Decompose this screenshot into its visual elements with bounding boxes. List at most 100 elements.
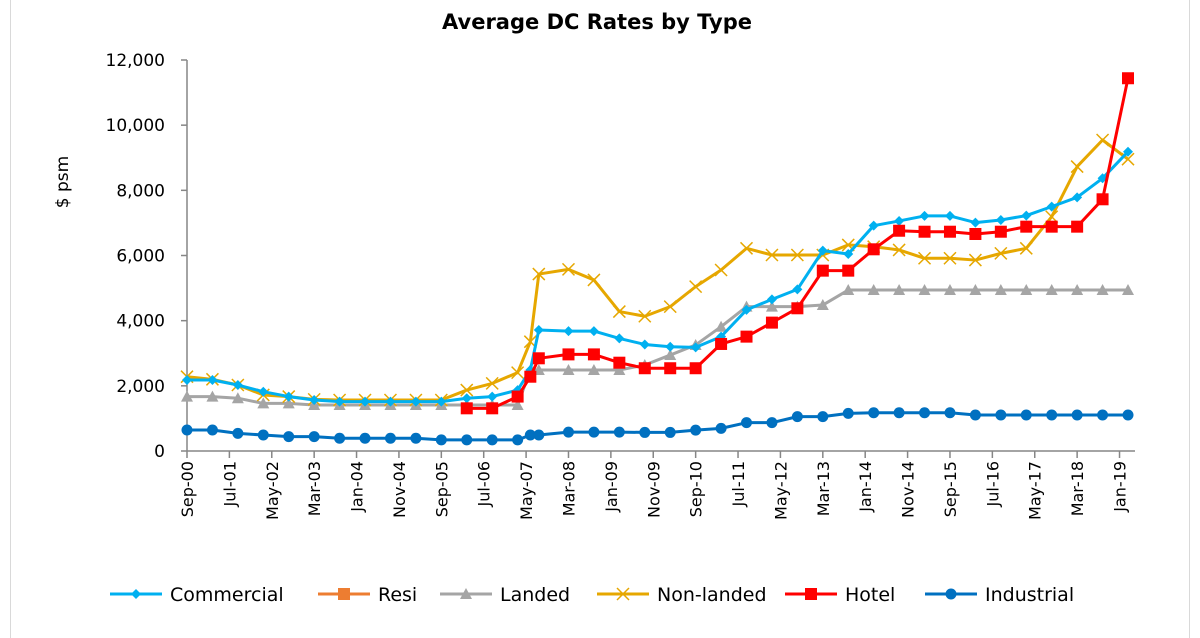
data-point-industrial xyxy=(533,429,545,441)
data-point-hotel xyxy=(867,243,880,256)
data-point-landed xyxy=(206,390,219,402)
data-point-landed xyxy=(1045,284,1058,296)
data-point-landed xyxy=(587,364,600,376)
data-point-non-landed xyxy=(739,241,754,255)
data-point-landed xyxy=(943,284,956,296)
data-point-landed xyxy=(867,284,880,296)
data-point-industrial xyxy=(613,426,625,438)
data-point-industrial xyxy=(359,432,371,444)
data-point-non-landed xyxy=(663,300,677,314)
x-tick-label: Jan-19 xyxy=(1111,461,1130,513)
data-point-commercial xyxy=(1021,210,1032,221)
x-tick-label: May-07 xyxy=(517,461,536,520)
data-point-landed xyxy=(181,390,193,402)
data-point-industrial xyxy=(181,424,193,436)
data-point-non-landed xyxy=(1019,241,1033,255)
series-hotel xyxy=(460,72,1134,415)
data-point-commercial xyxy=(385,396,396,407)
data-point-commercial xyxy=(792,284,803,295)
data-point-hotel xyxy=(689,362,702,375)
legend-marker xyxy=(131,589,141,599)
x-tick-label: Jul-06 xyxy=(475,461,494,507)
data-point-hotel xyxy=(943,225,956,238)
data-point-hotel xyxy=(1071,220,1084,233)
data-point-non-landed xyxy=(638,309,652,323)
data-point-commercial xyxy=(690,342,701,353)
data-point-landed xyxy=(918,284,931,296)
data-point-industrial xyxy=(893,407,905,419)
data-point-non-landed xyxy=(1070,160,1084,174)
x-tick-label: Sep-00 xyxy=(178,461,197,517)
data-point-industrial xyxy=(1071,409,1083,421)
data-point-commercial xyxy=(766,294,777,305)
data-point-industrial xyxy=(690,424,702,436)
data-point-commercial xyxy=(1046,201,1057,212)
data-point-commercial xyxy=(588,326,599,337)
legend-item-resi: Resi xyxy=(318,584,417,606)
data-point-landed xyxy=(1020,284,1033,296)
data-point-commercial xyxy=(741,304,752,315)
data-point-non-landed xyxy=(943,251,957,265)
series-line-landed xyxy=(187,288,1128,407)
data-point-non-landed xyxy=(968,253,982,267)
data-point-commercial xyxy=(665,341,676,352)
y-tick-label: 12,000 xyxy=(106,51,165,71)
data-point-commercial xyxy=(487,391,498,402)
series-line-industrial xyxy=(187,411,1128,442)
data-point-landed xyxy=(1096,284,1109,296)
data-point-industrial xyxy=(283,431,295,443)
x-tick-label: Sep-10 xyxy=(687,461,706,517)
data-point-commercial xyxy=(614,333,625,344)
data-point-hotel xyxy=(969,227,982,240)
x-tick-label: Sep-15 xyxy=(941,461,960,517)
legend-label: Industrial xyxy=(985,584,1074,606)
data-point-non-landed xyxy=(485,376,499,390)
data-point-hotel xyxy=(460,402,473,415)
data-point-commercial xyxy=(533,324,544,335)
legend-item-non-landed: Non-landed xyxy=(597,584,767,606)
data-point-commercial xyxy=(868,220,879,231)
legend-marker xyxy=(338,588,350,600)
data-point-hotel xyxy=(1122,72,1134,85)
series-line-hotel xyxy=(466,77,1130,410)
data-point-landed xyxy=(1071,284,1084,296)
data-point-non-landed xyxy=(790,248,804,262)
y-axis-label: $ psm xyxy=(53,156,73,208)
data-point-industrial xyxy=(562,426,574,438)
data-point-commercial xyxy=(919,210,930,221)
data-point-hotel xyxy=(893,224,906,237)
x-tick-label: Jul-11 xyxy=(729,461,748,507)
data-point-commercial xyxy=(436,396,447,407)
legend-marker xyxy=(805,588,817,600)
x-tick-label: Mar-08 xyxy=(559,461,578,516)
data-point-commercial xyxy=(258,386,269,397)
x-tick-label: May-02 xyxy=(263,461,282,520)
data-point-industrial xyxy=(664,426,676,438)
data-point-hotel xyxy=(638,362,651,375)
data-point-landed xyxy=(1122,284,1134,296)
data-point-commercial xyxy=(334,396,345,407)
y-tick-label: 0 xyxy=(154,442,165,462)
data-point-commercial xyxy=(639,339,650,350)
data-point-industrial xyxy=(1122,409,1134,421)
data-point-industrial xyxy=(842,407,854,419)
data-point-commercial xyxy=(894,215,905,226)
y-tick-label: 6,000 xyxy=(116,247,165,267)
x-tick-label: Jan-04 xyxy=(348,461,367,513)
x-tick-label: May-12 xyxy=(771,461,790,520)
data-point-industrial xyxy=(1046,409,1058,421)
data-point-hotel xyxy=(740,330,753,343)
data-point-industrial xyxy=(868,407,880,419)
legend-item-landed: Landed xyxy=(440,584,570,606)
data-point-hotel xyxy=(664,362,677,375)
data-point-hotel xyxy=(816,264,829,277)
data-point-industrial xyxy=(639,426,651,438)
data-point-commercial xyxy=(410,396,421,407)
legend-label: Hotel xyxy=(845,584,895,606)
x-tick-label: Mar-13 xyxy=(814,461,833,516)
series-non-landed xyxy=(180,133,1135,407)
x-tick-label: Nov-04 xyxy=(390,461,409,518)
x-tick-label: Mar-18 xyxy=(1068,461,1087,516)
legend-label: Non-landed xyxy=(657,584,767,606)
